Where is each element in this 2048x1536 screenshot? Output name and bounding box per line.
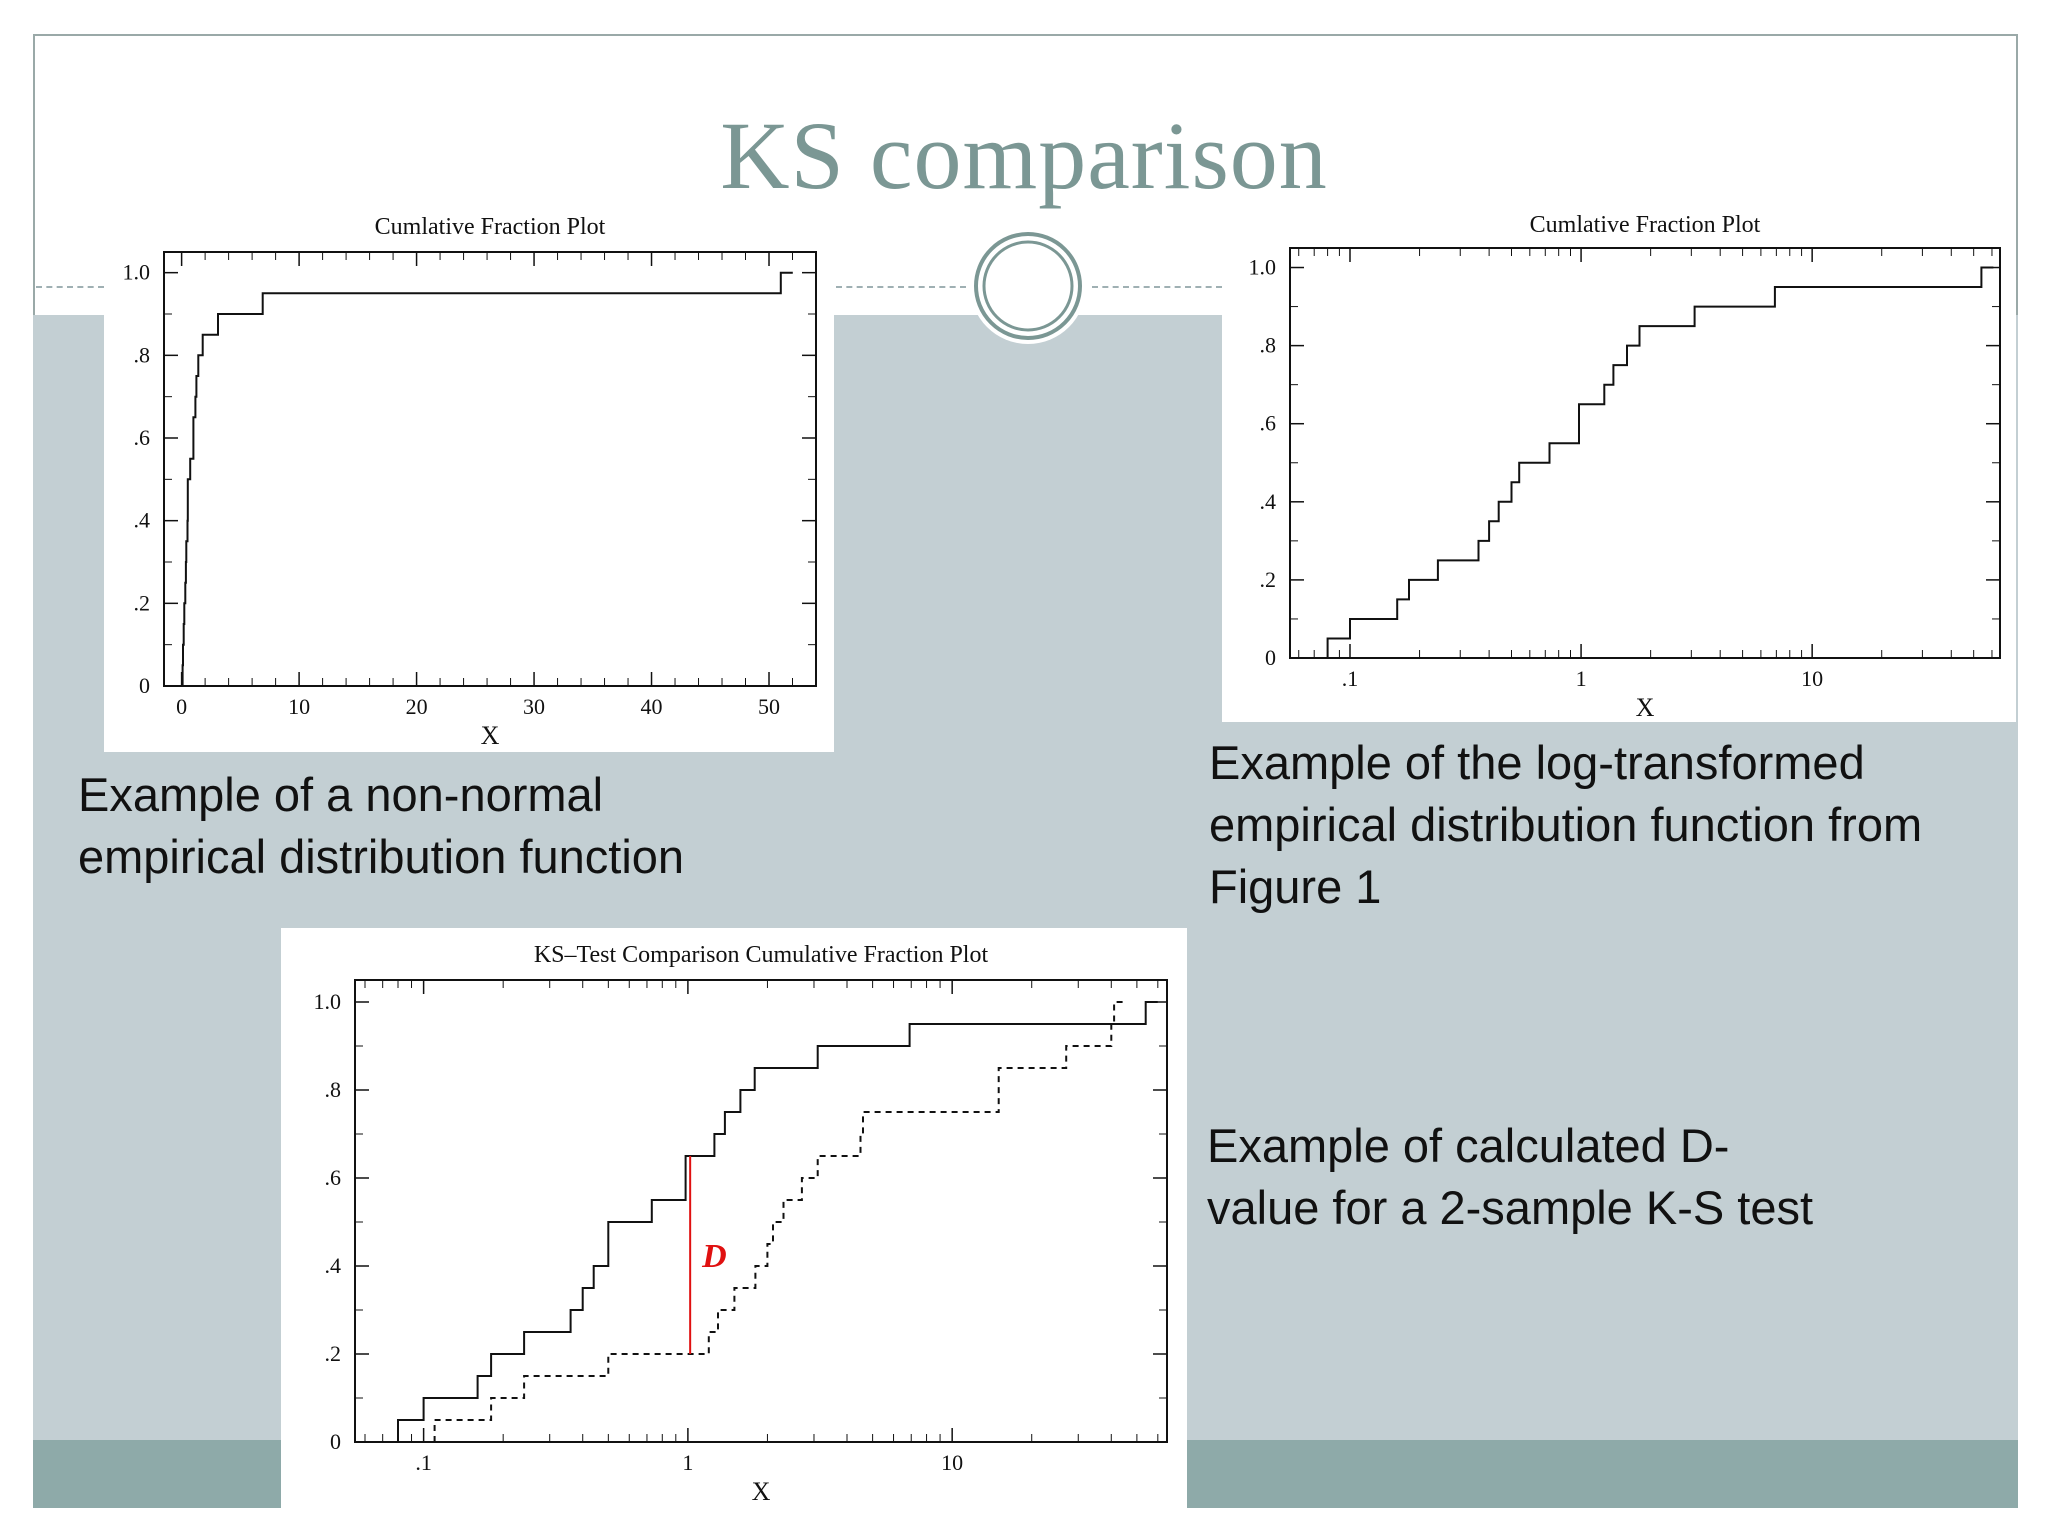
x-tick-label: .1 bbox=[1342, 666, 1359, 691]
x-axis-label: X bbox=[752, 1477, 771, 1506]
y-tick-label: .8 bbox=[325, 1077, 342, 1102]
y-tick-label: .8 bbox=[134, 342, 151, 367]
chart-card-ks-comparison: KS–Test Comparison Cumulative Fraction P… bbox=[281, 928, 1187, 1510]
divider-line-mid-right bbox=[1092, 286, 1222, 288]
caption-chart3: Example of calculated D- value for a 2-s… bbox=[1207, 1115, 1813, 1239]
y-tick-label: 0 bbox=[139, 673, 150, 698]
plot-frame bbox=[163, 251, 817, 687]
y-tick-label: .6 bbox=[325, 1165, 342, 1190]
x-tick-label: 30 bbox=[523, 694, 545, 719]
x-tick-label: .1 bbox=[415, 1450, 432, 1475]
chart-title: KS–Test Comparison Cumulative Fraction P… bbox=[534, 942, 989, 968]
x-tick-label: 10 bbox=[1801, 666, 1823, 691]
y-tick-label: 1.0 bbox=[1249, 255, 1277, 280]
x-tick-label: 1 bbox=[682, 1450, 693, 1475]
plot-frame bbox=[1289, 247, 2001, 659]
y-tick-label: .2 bbox=[325, 1341, 342, 1366]
y-tick-label: .4 bbox=[1260, 489, 1277, 514]
y-tick-label: .6 bbox=[1260, 411, 1277, 436]
series-line-dashed bbox=[433, 1001, 1127, 1442]
y-tick-label: .2 bbox=[1260, 567, 1277, 592]
chart-ecdf-linear: Cumlative Fraction Plot 0 .2 .4 .6 .8 1.0 0 10 20… bbox=[123, 214, 817, 750]
caption-line: empirical distribution function bbox=[78, 830, 685, 883]
series-line-solid bbox=[181, 271, 793, 686]
chart-ecdf-log: Cumlative Fraction Plot 0 .2 .4 .6 .8 1.0 .1 1 10… bbox=[1249, 212, 2001, 722]
d-statistic-label: D bbox=[701, 1238, 727, 1275]
x-tick-label: 1 bbox=[1576, 666, 1587, 691]
caption-line: Example of the log-transformed bbox=[1209, 736, 1865, 789]
y-tick-label: .6 bbox=[134, 425, 151, 450]
plot-frame bbox=[354, 979, 1168, 1443]
y-tick-label: .4 bbox=[325, 1253, 342, 1278]
x-tick-label: 10 bbox=[941, 1450, 963, 1475]
caption-line: Example of a non-normal bbox=[78, 768, 604, 821]
caption-line: Example of calculated D- bbox=[1207, 1119, 1730, 1172]
x-axis-label: X bbox=[1636, 693, 1655, 722]
series-line-solid bbox=[1326, 266, 1994, 658]
divider-line-left bbox=[36, 286, 104, 288]
chart-card-ecdf-linear: Cumlative Fraction Plot 0 .2 .4 .6 .8 1.0 0 10 20… bbox=[104, 208, 834, 752]
caption-line: value for a 2-sample K-S test bbox=[1207, 1181, 1814, 1234]
x-tick-label: 0 bbox=[176, 694, 187, 719]
y-tick-label: .2 bbox=[134, 590, 151, 615]
x-axis-label: X bbox=[481, 721, 500, 750]
caption-chart1: Example of a non-normal empirical distri… bbox=[78, 764, 684, 888]
circle-ornament-icon bbox=[970, 228, 1086, 344]
chart-ks-comparison: KS–Test Comparison Cumulative Fraction P… bbox=[314, 942, 1168, 1506]
x-tick-label: 10 bbox=[288, 694, 310, 719]
caption-line: empirical distribution function from bbox=[1209, 798, 1923, 851]
y-tick-label: 0 bbox=[1265, 645, 1276, 670]
slide-title: KS comparison bbox=[720, 102, 1328, 209]
caption-line: Figure 1 bbox=[1209, 860, 1382, 913]
x-tick-label: 20 bbox=[406, 694, 428, 719]
chart-title: Cumlative Fraction Plot bbox=[1530, 212, 1761, 238]
y-tick-label: .4 bbox=[134, 508, 151, 533]
x-tick-label: 50 bbox=[758, 694, 780, 719]
y-tick-label: 1.0 bbox=[123, 260, 151, 285]
x-tick-label: 40 bbox=[641, 694, 663, 719]
y-tick-label: 1.0 bbox=[314, 989, 342, 1014]
divider-line-mid-left bbox=[836, 286, 966, 288]
chart-title: Cumlative Fraction Plot bbox=[375, 214, 606, 240]
series-line-solid bbox=[397, 1001, 1158, 1442]
y-tick-label: 0 bbox=[330, 1429, 341, 1454]
y-tick-label: .8 bbox=[1260, 333, 1277, 358]
caption-chart2: Example of the log-transformed empirical… bbox=[1209, 732, 1922, 918]
chart-card-ecdf-log: Cumlative Fraction Plot 0 .2 .4 .6 .8 1.0 .1 1 10… bbox=[1222, 208, 2016, 722]
